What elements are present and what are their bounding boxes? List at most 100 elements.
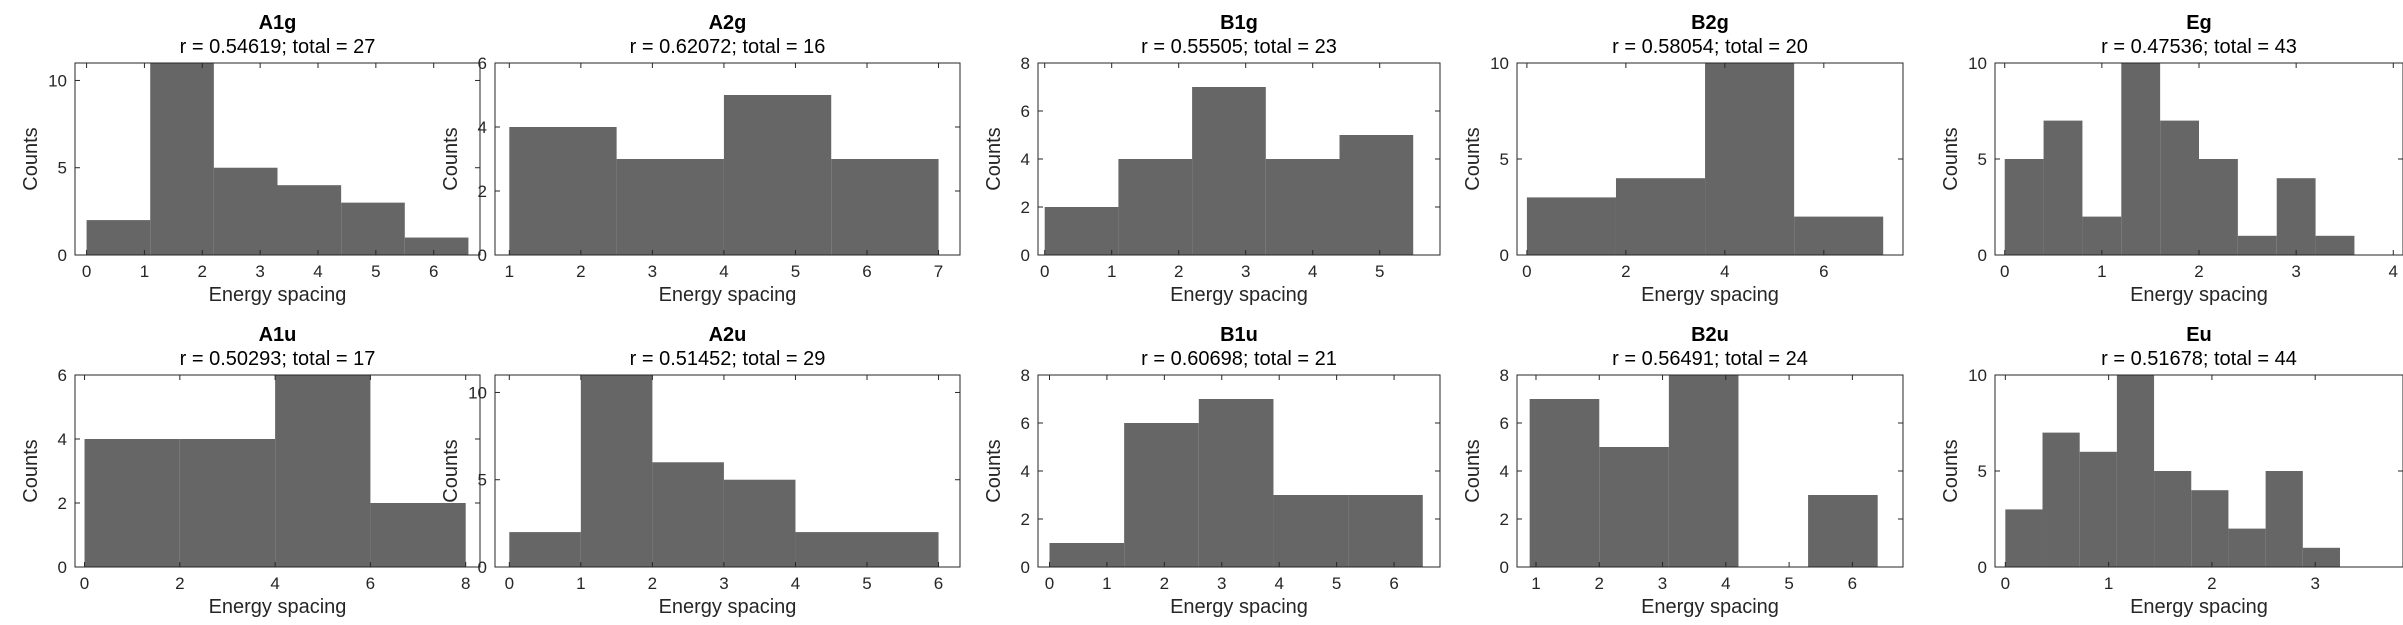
y-tick-label: 2 xyxy=(1021,198,1030,217)
histogram-bar xyxy=(1529,399,1600,567)
y-tick-label: 5 xyxy=(1500,150,1509,169)
histogram-bar xyxy=(404,237,469,255)
histogram-bar xyxy=(867,532,939,567)
histogram-bar xyxy=(1526,197,1616,255)
x-tick-label: 2 xyxy=(1621,262,1630,281)
histogram-bar xyxy=(1118,159,1193,255)
y-tick-label: 6 xyxy=(1021,414,1030,433)
y-tick-label: 0 xyxy=(1021,558,1030,577)
histogram-bar xyxy=(341,202,405,255)
histogram-bar xyxy=(213,167,278,255)
histogram-bar xyxy=(2042,432,2080,567)
axes-frame xyxy=(494,374,961,568)
histogram-bar xyxy=(1808,495,1878,567)
x-tick-label: 5 xyxy=(791,262,800,281)
x-tick-label: 2 xyxy=(1595,574,1604,593)
histogram-bar xyxy=(2228,528,2266,567)
x-axis-label: Energy spacing xyxy=(2130,284,2268,306)
x-tick-label: 3 xyxy=(1241,262,1250,281)
panel-subtitle: r = 0.51678; total = 44 xyxy=(2101,348,2297,370)
y-axis-label: Counts xyxy=(1940,127,1962,190)
x-tick-label: 6 xyxy=(1389,574,1398,593)
panel-subtitle: r = 0.51452; total = 29 xyxy=(630,348,826,370)
histogram-bar xyxy=(370,503,466,567)
x-tick-label: 4 xyxy=(1274,574,1283,593)
x-axis-label: Energy spacing xyxy=(1641,596,1779,618)
x-tick-label: 5 xyxy=(862,574,871,593)
panel-subtitle: r = 0.50293; total = 17 xyxy=(180,348,376,370)
x-tick-label: 8 xyxy=(461,574,470,593)
panel-title: A2g xyxy=(709,12,747,34)
histogram-bar xyxy=(1192,87,1266,255)
y-tick-label: 4 xyxy=(478,118,487,137)
y-tick-label: 0 xyxy=(58,558,67,577)
histogram-bar xyxy=(509,532,581,567)
histogram-bar xyxy=(1348,495,1423,567)
y-tick-label: 2 xyxy=(1021,510,1030,529)
x-tick-label: 2 xyxy=(648,574,657,593)
panel-title: Eg xyxy=(2186,12,2212,34)
x-tick-label: 2 xyxy=(175,574,184,593)
y-tick-label: 0 xyxy=(58,246,67,265)
histogram-bar xyxy=(2043,120,2083,255)
x-tick-label: 0 xyxy=(2001,574,2010,593)
x-tick-label: 0 xyxy=(80,574,89,593)
x-tick-label: 1 xyxy=(505,262,514,281)
x-tick-label: 0 xyxy=(1040,262,1049,281)
y-tick-label: 6 xyxy=(58,366,67,385)
histogram-bar xyxy=(2116,375,2155,567)
y-tick-label: 2 xyxy=(1500,510,1509,529)
histogram-bar xyxy=(84,439,180,567)
x-tick-label: 6 xyxy=(1848,574,1857,593)
x-axis-label: Energy spacing xyxy=(1170,596,1308,618)
y-tick-label: 8 xyxy=(1021,366,1030,385)
x-tick-label: 0 xyxy=(82,262,91,281)
x-tick-label: 6 xyxy=(934,574,943,593)
histogram-bar xyxy=(1599,447,1669,567)
histogram-bar xyxy=(277,185,342,255)
x-tick-label: 2 xyxy=(1174,262,1183,281)
histogram-bar xyxy=(2079,451,2117,567)
y-axis-label: Counts xyxy=(1462,439,1484,502)
y-tick-label: 0 xyxy=(1500,246,1509,265)
y-tick-label: 0 xyxy=(1021,246,1030,265)
x-axis-label: Energy spacing xyxy=(1641,284,1779,306)
histogram-bar xyxy=(2315,235,2355,255)
histogram-bar xyxy=(795,532,867,567)
x-tick-label: 4 xyxy=(2389,262,2398,281)
y-tick-label: 6 xyxy=(1500,414,1509,433)
panel-subtitle: r = 0.62072; total = 16 xyxy=(630,36,826,58)
histogram-bar xyxy=(652,462,724,567)
x-tick-label: 6 xyxy=(429,262,438,281)
x-tick-label: 5 xyxy=(371,262,380,281)
axes-frame xyxy=(74,62,481,256)
x-tick-label: 2 xyxy=(2207,574,2216,593)
x-tick-label: 4 xyxy=(1308,262,1317,281)
y-axis-label: Counts xyxy=(440,439,462,502)
panel-title: A2u xyxy=(709,324,747,346)
x-tick-label: 4 xyxy=(1721,574,1730,593)
histogram-bar xyxy=(1273,495,1349,567)
x-tick-label: 1 xyxy=(1107,262,1116,281)
histogram-bar xyxy=(1705,63,1795,255)
panel-title: B1u xyxy=(1220,324,1258,346)
panel-eu: 0 1 2 3 0 5 10 Eur = 0.51678; total = 44 Energy … xyxy=(1940,324,2403,618)
y-axis-label: Counts xyxy=(1462,127,1484,190)
x-tick-label: 4 xyxy=(270,574,279,593)
histogram-bar xyxy=(2160,120,2199,255)
y-axis-label: Counts xyxy=(1940,439,1962,502)
x-tick-label: 0 xyxy=(1522,262,1531,281)
x-tick-label: 3 xyxy=(2291,262,2300,281)
x-tick-label: 1 xyxy=(1531,574,1540,593)
x-axis-label: Energy spacing xyxy=(209,284,347,306)
y-tick-label: 4 xyxy=(1500,462,1509,481)
y-tick-label: 5 xyxy=(1978,150,1987,169)
y-tick-label: 2 xyxy=(58,494,67,513)
y-tick-label: 6 xyxy=(478,54,487,73)
y-tick-label: 4 xyxy=(1021,150,1030,169)
histogram-bar xyxy=(275,375,371,567)
x-tick-label: 5 xyxy=(1784,574,1793,593)
histogram-bar xyxy=(1124,423,1199,567)
